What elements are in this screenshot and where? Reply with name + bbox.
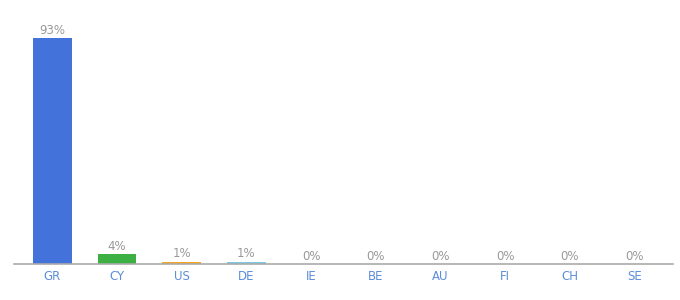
Text: 4%: 4% bbox=[107, 240, 126, 253]
Text: 93%: 93% bbox=[39, 24, 65, 37]
Text: 0%: 0% bbox=[367, 250, 385, 263]
Text: 0%: 0% bbox=[560, 250, 579, 263]
Bar bbox=[227, 262, 266, 264]
Text: 0%: 0% bbox=[431, 250, 449, 263]
Bar bbox=[33, 38, 72, 264]
Bar bbox=[98, 254, 137, 264]
Text: 0%: 0% bbox=[625, 250, 644, 263]
Text: 0%: 0% bbox=[496, 250, 514, 263]
Text: 0%: 0% bbox=[302, 250, 320, 263]
Text: 1%: 1% bbox=[237, 248, 256, 260]
Bar bbox=[163, 262, 201, 264]
Text: 1%: 1% bbox=[173, 248, 191, 260]
